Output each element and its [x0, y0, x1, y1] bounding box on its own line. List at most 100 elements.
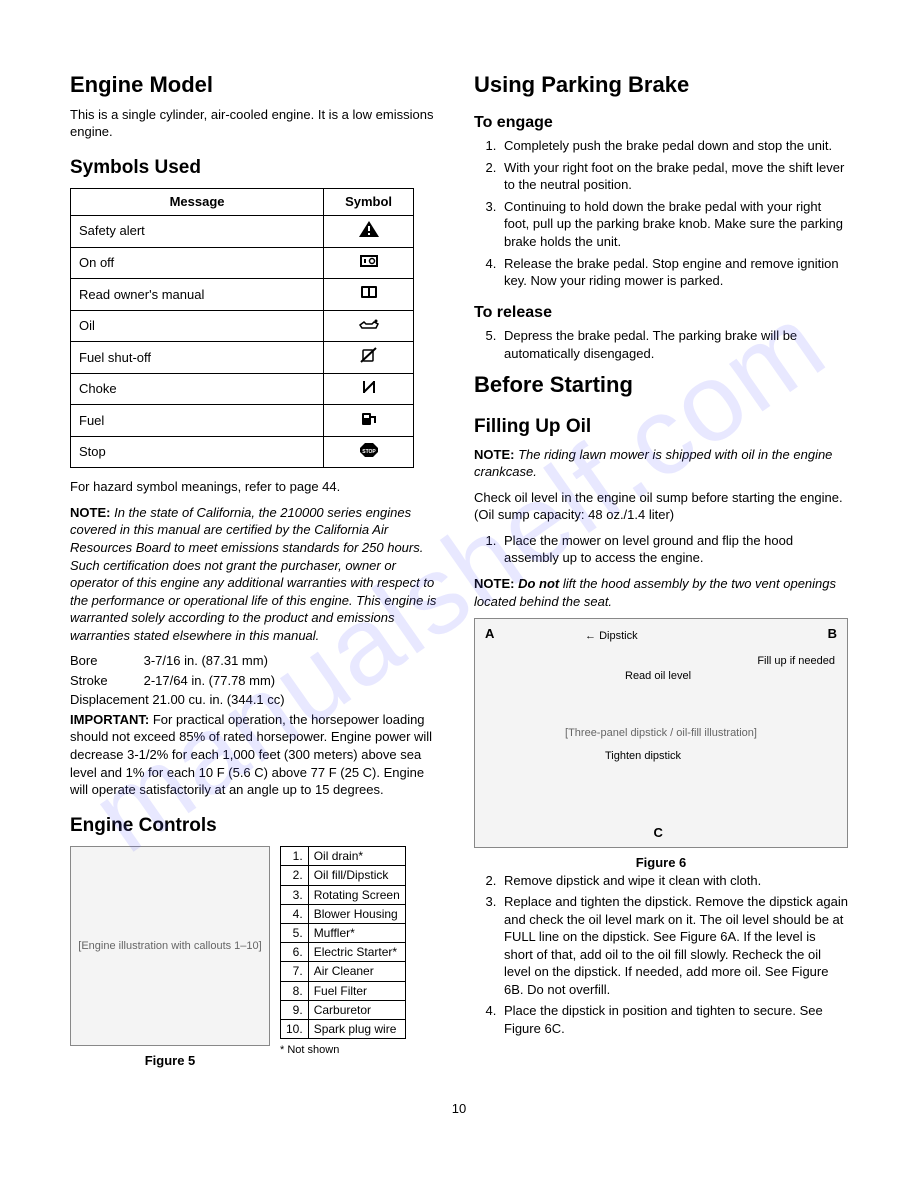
- left-column: Engine Model This is a single cylinder, …: [70, 70, 444, 1070]
- symbol-msg: Stop: [71, 436, 324, 468]
- california-note: NOTE: In the state of California, the 21…: [70, 504, 444, 644]
- figure-6-caption: Figure 6: [474, 854, 848, 872]
- table-row: 5.Muffler*: [281, 924, 406, 943]
- spec-value: 3-7/16 in. (87.31 mm): [144, 653, 268, 668]
- spec-stroke: Stroke 2-17/64 in. (77.78 mm): [70, 672, 444, 690]
- part-num: 2.: [281, 866, 309, 885]
- symbol-msg: Fuel shut-off: [71, 342, 324, 374]
- list-item: Continuing to hold down the brake pedal …: [500, 198, 848, 251]
- table-row: Stop STOP: [71, 436, 414, 468]
- note-label: NOTE:: [474, 576, 514, 591]
- manual-icon: [324, 279, 414, 311]
- hazard-note: For hazard symbol meanings, refer to pag…: [70, 478, 444, 496]
- table-row: Safety alert: [71, 215, 414, 247]
- part-name: Oil drain*: [308, 847, 405, 866]
- note-body: Do not lift the hood assembly by the two…: [474, 576, 836, 609]
- fig6-label-a: A: [485, 625, 494, 643]
- fuel-icon: [324, 405, 414, 437]
- parts-footnote: * Not shown: [280, 1043, 406, 1058]
- choke-icon: [324, 373, 414, 405]
- symbol-msg: On off: [71, 247, 324, 279]
- svg-text:STOP: STOP: [362, 449, 376, 455]
- table-row: 4.Blower Housing: [281, 904, 406, 923]
- spec-label: Stroke: [70, 672, 140, 690]
- table-row: 3.Rotating Screen: [281, 885, 406, 904]
- fig6-fillup-label: Fill up if needed: [757, 654, 835, 669]
- heading-engine-controls: Engine Controls: [70, 813, 444, 839]
- list-item: Place the mower on level ground and flip…: [500, 532, 848, 567]
- engine-illustration: [Engine illustration with callouts 1–10]: [70, 846, 270, 1046]
- parts-table: 1.Oil drain* 2.Oil fill/Dipstick 3.Rotat…: [280, 846, 406, 1039]
- figure-6-illustration: [Three-panel dipstick / oil-fill illustr…: [474, 618, 848, 848]
- part-name: Oil fill/Dipstick: [308, 866, 405, 885]
- table-row: 9.Carburetor: [281, 1000, 406, 1019]
- heading-engine-model: Engine Model: [70, 70, 444, 100]
- table-row: 6.Electric Starter*: [281, 943, 406, 962]
- figure-5-caption: Figure 5: [70, 1052, 270, 1070]
- engage-list: Completely push the brake pedal down and…: [474, 137, 848, 289]
- important-note: IMPORTANT: For practical operation, the …: [70, 711, 444, 799]
- parts-table-wrapper: 1.Oil drain* 2.Oil fill/Dipstick 3.Rotat…: [280, 846, 406, 1058]
- list-item: Remove dipstick and wipe it clean with c…: [500, 872, 848, 890]
- table-row: Read owner's manual: [71, 279, 414, 311]
- symbols-header-symbol: Symbol: [324, 189, 414, 216]
- list-item: Release the brake pedal. Stop engine and…: [500, 255, 848, 290]
- engine-illustration-wrapper: [Engine illustration with callouts 1–10]…: [70, 846, 270, 1070]
- heading-parking-brake: Using Parking Brake: [474, 70, 848, 100]
- table-row: 10.Spark plug wire: [281, 1019, 406, 1038]
- table-row: 2.Oil fill/Dipstick: [281, 866, 406, 885]
- table-row: Oil: [71, 310, 414, 342]
- part-num: 9.: [281, 1000, 309, 1019]
- part-num: 7.: [281, 962, 309, 981]
- engine-diagram: [Engine illustration with callouts 1–10]…: [70, 846, 444, 1070]
- important-label: IMPORTANT:: [70, 712, 149, 727]
- fig6-label-b: B: [828, 625, 837, 643]
- list-item: With your right foot on the brake pedal,…: [500, 159, 848, 194]
- hood-note: NOTE: Do not lift the hood assembly by t…: [474, 575, 848, 610]
- fig6-label-c: C: [654, 824, 663, 842]
- alert-icon: [324, 215, 414, 247]
- oil-steps-cont: Remove dipstick and wipe it clean with c…: [474, 872, 848, 1038]
- check-oil-text: Check oil level in the engine oil sump b…: [474, 489, 848, 524]
- part-num: 5.: [281, 924, 309, 943]
- spec-bore: Bore 3-7/16 in. (87.31 mm): [70, 652, 444, 670]
- table-row: 1.Oil drain*: [281, 847, 406, 866]
- fig6-dipstick-label: ← Dipstick: [585, 629, 638, 644]
- spec-value: 2-17/64 in. (77.78 mm): [144, 673, 276, 688]
- right-column: Using Parking Brake To engage Completely…: [474, 70, 848, 1070]
- part-name: Rotating Screen: [308, 885, 405, 904]
- table-row: On off: [71, 247, 414, 279]
- heading-filling-oil: Filling Up Oil: [474, 414, 848, 440]
- note-label: NOTE:: [474, 447, 514, 462]
- part-name: Air Cleaner: [308, 962, 405, 981]
- part-name: Spark plug wire: [308, 1019, 405, 1038]
- heading-to-engage: To engage: [474, 112, 848, 134]
- symbols-table: Message Symbol Safety alert On off Read …: [70, 188, 414, 468]
- page-number: 10: [70, 1100, 848, 1118]
- table-row: Fuel: [71, 405, 414, 437]
- spec-displacement: Displacement 21.00 cu. in. (344.1 cc): [70, 691, 444, 709]
- part-num: 1.: [281, 847, 309, 866]
- heading-to-release: To release: [474, 302, 848, 324]
- list-item: Replace and tighten the dipstick. Remove…: [500, 893, 848, 998]
- part-name: Muffler*: [308, 924, 405, 943]
- spec-label: Bore: [70, 652, 140, 670]
- oil-note: NOTE: The riding lawn mower is shipped w…: [474, 446, 848, 481]
- symbol-msg: Read owner's manual: [71, 279, 324, 311]
- fig6-readoil-label: Read oil level: [625, 669, 691, 684]
- table-row: Choke: [71, 373, 414, 405]
- part-name: Fuel Filter: [308, 981, 405, 1000]
- part-num: 10.: [281, 1019, 309, 1038]
- release-list: Depress the brake pedal. The parking bra…: [474, 327, 848, 362]
- part-name: Electric Starter*: [308, 943, 405, 962]
- list-item: Depress the brake pedal. The parking bra…: [500, 327, 848, 362]
- note-label: NOTE:: [70, 505, 110, 520]
- table-row: 8.Fuel Filter: [281, 981, 406, 1000]
- note-body: In the state of California, the 210000 s…: [70, 505, 436, 643]
- part-num: 4.: [281, 904, 309, 923]
- part-num: 3.: [281, 885, 309, 904]
- fig6-tighten-label: Tighten dipstick: [605, 749, 681, 764]
- oil-step1-list: Place the mower on level ground and flip…: [474, 532, 848, 567]
- stop-icon: STOP: [324, 436, 414, 468]
- symbol-msg: Choke: [71, 373, 324, 405]
